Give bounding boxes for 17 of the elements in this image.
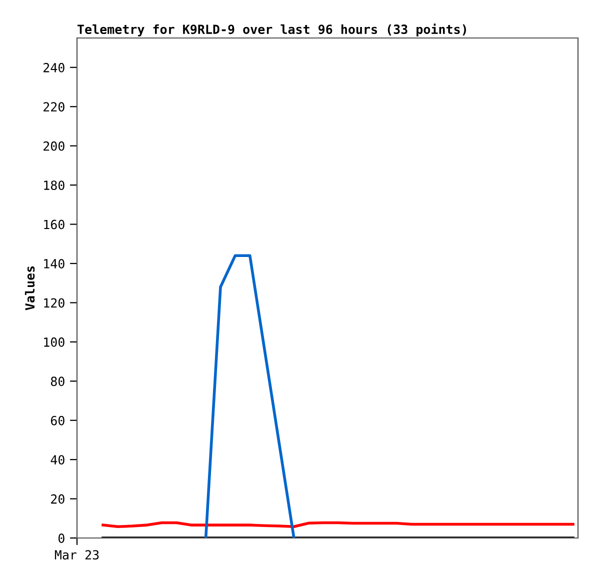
y-tick-label: 40 <box>50 455 64 465</box>
chart-title: Telemetry for K9RLD-9 over last 96 hours (33 points) <box>78 24 466 36</box>
y-tick-label: 200 <box>44 141 64 151</box>
y-tick-label: 120 <box>44 298 64 308</box>
y-tick-label: 140 <box>44 258 64 268</box>
text: Mar 23 <box>54 550 99 560</box>
y-tick-label: 160 <box>44 220 64 230</box>
y-tick-label: 60 <box>50 416 64 426</box>
y-tick-label: 20 <box>51 494 64 504</box>
y-tick-label: 100 <box>44 337 64 347</box>
y-tick-label: 240 <box>44 62 64 72</box>
y-tick-label: 180 <box>44 180 64 190</box>
y-tick-label: 220 <box>44 102 64 112</box>
y-tick-label: 80 <box>50 376 64 386</box>
y-axis-title: Values <box>24 266 35 310</box>
line-series <box>204 254 296 538</box>
y-tick-label: 0 <box>58 534 64 543</box>
